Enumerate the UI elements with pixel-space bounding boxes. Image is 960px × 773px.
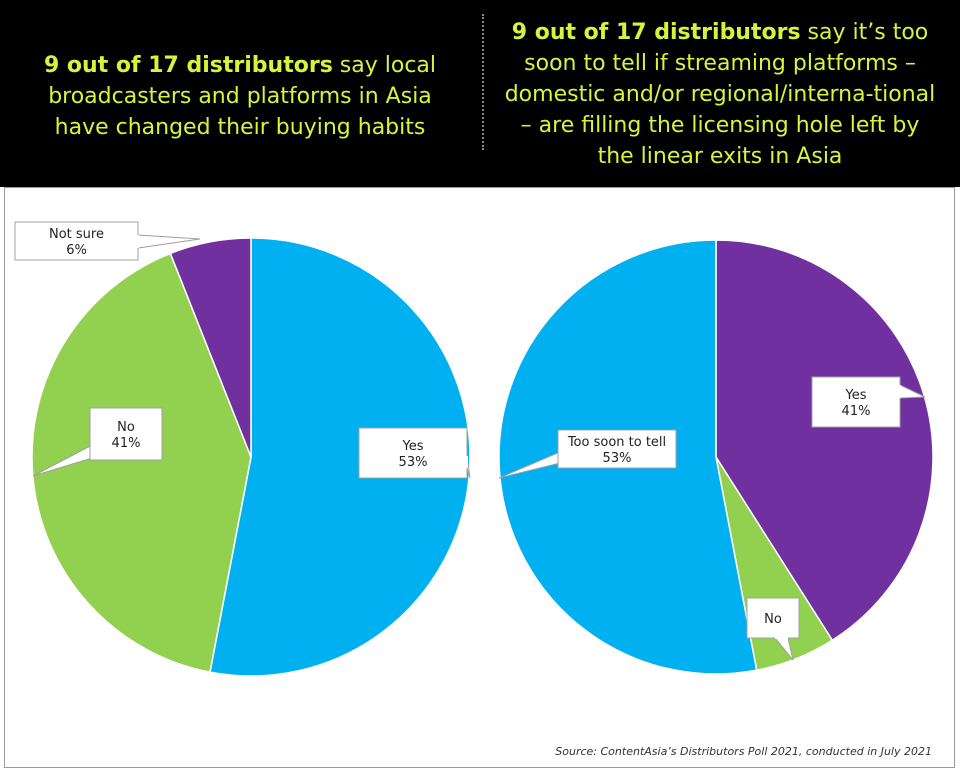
headline-left-text: say local broadcasters and platforms in … xyxy=(48,53,437,140)
headline-left-bold: 9 out of 17 distributors xyxy=(43,53,333,78)
pie-slice-not-sure xyxy=(169,237,252,458)
pie-slice-no xyxy=(31,252,252,673)
slice-value-label: 41% xyxy=(112,436,141,451)
slice-label: Yes xyxy=(402,439,424,454)
headline-right: 9 out of 17 distributors say it’s too so… xyxy=(500,17,940,172)
slice-value-label: 6% xyxy=(66,243,87,258)
header-banner: 9 out of 17 distributors say local broad… xyxy=(0,0,960,187)
callout-box xyxy=(811,376,901,428)
slice-value-label: 41% xyxy=(842,404,871,419)
headline-right-bold: 9 out of 17 distributors xyxy=(511,20,801,45)
header-divider xyxy=(482,14,484,150)
slice-value-label: 53% xyxy=(603,451,632,466)
headline-right-text: say it’s too soon to tell if streaming p… xyxy=(504,20,936,169)
slice-label: Too soon to tell xyxy=(567,435,666,450)
pie-chart-1 xyxy=(31,237,471,677)
slice-label: No xyxy=(764,612,782,627)
callout-no: No xyxy=(746,597,800,661)
slice-label: Not sure xyxy=(49,227,104,242)
callout-box xyxy=(89,407,163,461)
slice-value-label: 53% xyxy=(399,455,428,470)
callout-box xyxy=(14,221,139,261)
pie-slice-yes xyxy=(209,237,471,677)
headline-left: 9 out of 17 distributors say local broad… xyxy=(20,50,460,143)
slice-label: Yes xyxy=(845,388,867,403)
callout-box xyxy=(557,429,677,469)
callout-box xyxy=(358,427,468,479)
callout-box xyxy=(746,597,800,639)
source-note: Source: ContentAsia’s Distributors Poll … xyxy=(555,745,932,758)
slice-label: No xyxy=(117,420,135,435)
